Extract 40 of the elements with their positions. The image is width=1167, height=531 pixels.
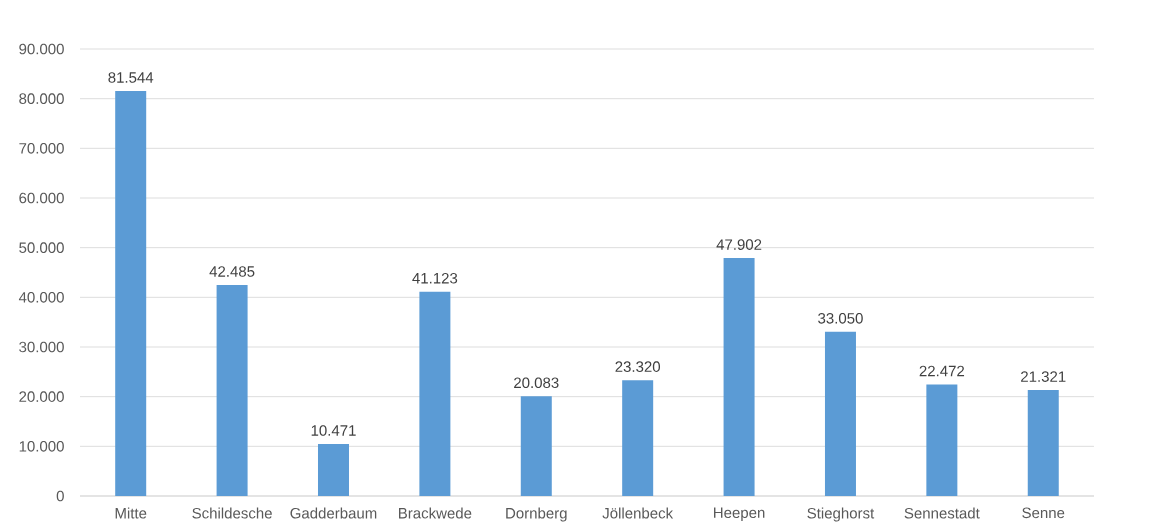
bar xyxy=(622,380,654,496)
data-label: 41.123 xyxy=(412,272,458,284)
x-tick-label: Stieghorst xyxy=(807,507,875,522)
y-tick-label: 90.000 xyxy=(19,43,64,55)
data-label: 81.544 xyxy=(108,72,154,83)
y-tick-label: 80.000 xyxy=(19,93,64,104)
x-tick-label: Mitte xyxy=(115,507,147,519)
y-tick-label: 50.000 xyxy=(19,242,64,253)
y-tick-label: 0 xyxy=(56,490,64,502)
x-tick-label: Heepen xyxy=(714,507,765,521)
bar xyxy=(216,284,248,496)
data-label: 33.050 xyxy=(818,313,863,324)
data-label: 22.472 xyxy=(919,365,965,377)
bar xyxy=(926,384,958,496)
data-label: 10.471 xyxy=(311,425,356,436)
y-tick-label: 10.000 xyxy=(19,441,64,452)
bar xyxy=(1027,390,1059,496)
x-tick-label: Brackwede xyxy=(399,507,472,519)
x-tick-label: Senne xyxy=(1022,507,1065,519)
bar xyxy=(419,291,451,496)
x-tick-label: Dornberg xyxy=(506,507,567,522)
bar xyxy=(824,331,856,496)
x-tick-label: Jöllenbeck xyxy=(602,507,674,519)
y-tick-label: 20.000 xyxy=(19,391,64,402)
data-label: 42.485 xyxy=(209,266,255,277)
data-label: 21.321 xyxy=(1021,371,1066,382)
bar xyxy=(723,258,755,496)
bar xyxy=(115,91,147,496)
bar xyxy=(317,444,349,496)
y-tick-label: 60.000 xyxy=(19,192,64,204)
data-label: 47.902 xyxy=(716,239,762,250)
data-label: 20.083 xyxy=(514,377,559,389)
bar xyxy=(520,396,552,496)
data-label: 23.320 xyxy=(615,361,661,372)
x-tick-label: Sennestadt xyxy=(904,507,980,519)
y-tick-label: 30.000 xyxy=(19,341,64,353)
y-tick-label: 40.000 xyxy=(18,292,64,303)
y-tick-label: 70.000 xyxy=(19,143,64,154)
x-tick-label: Gadderbaum xyxy=(290,507,377,519)
x-tick-label: Schildesche xyxy=(192,507,272,519)
